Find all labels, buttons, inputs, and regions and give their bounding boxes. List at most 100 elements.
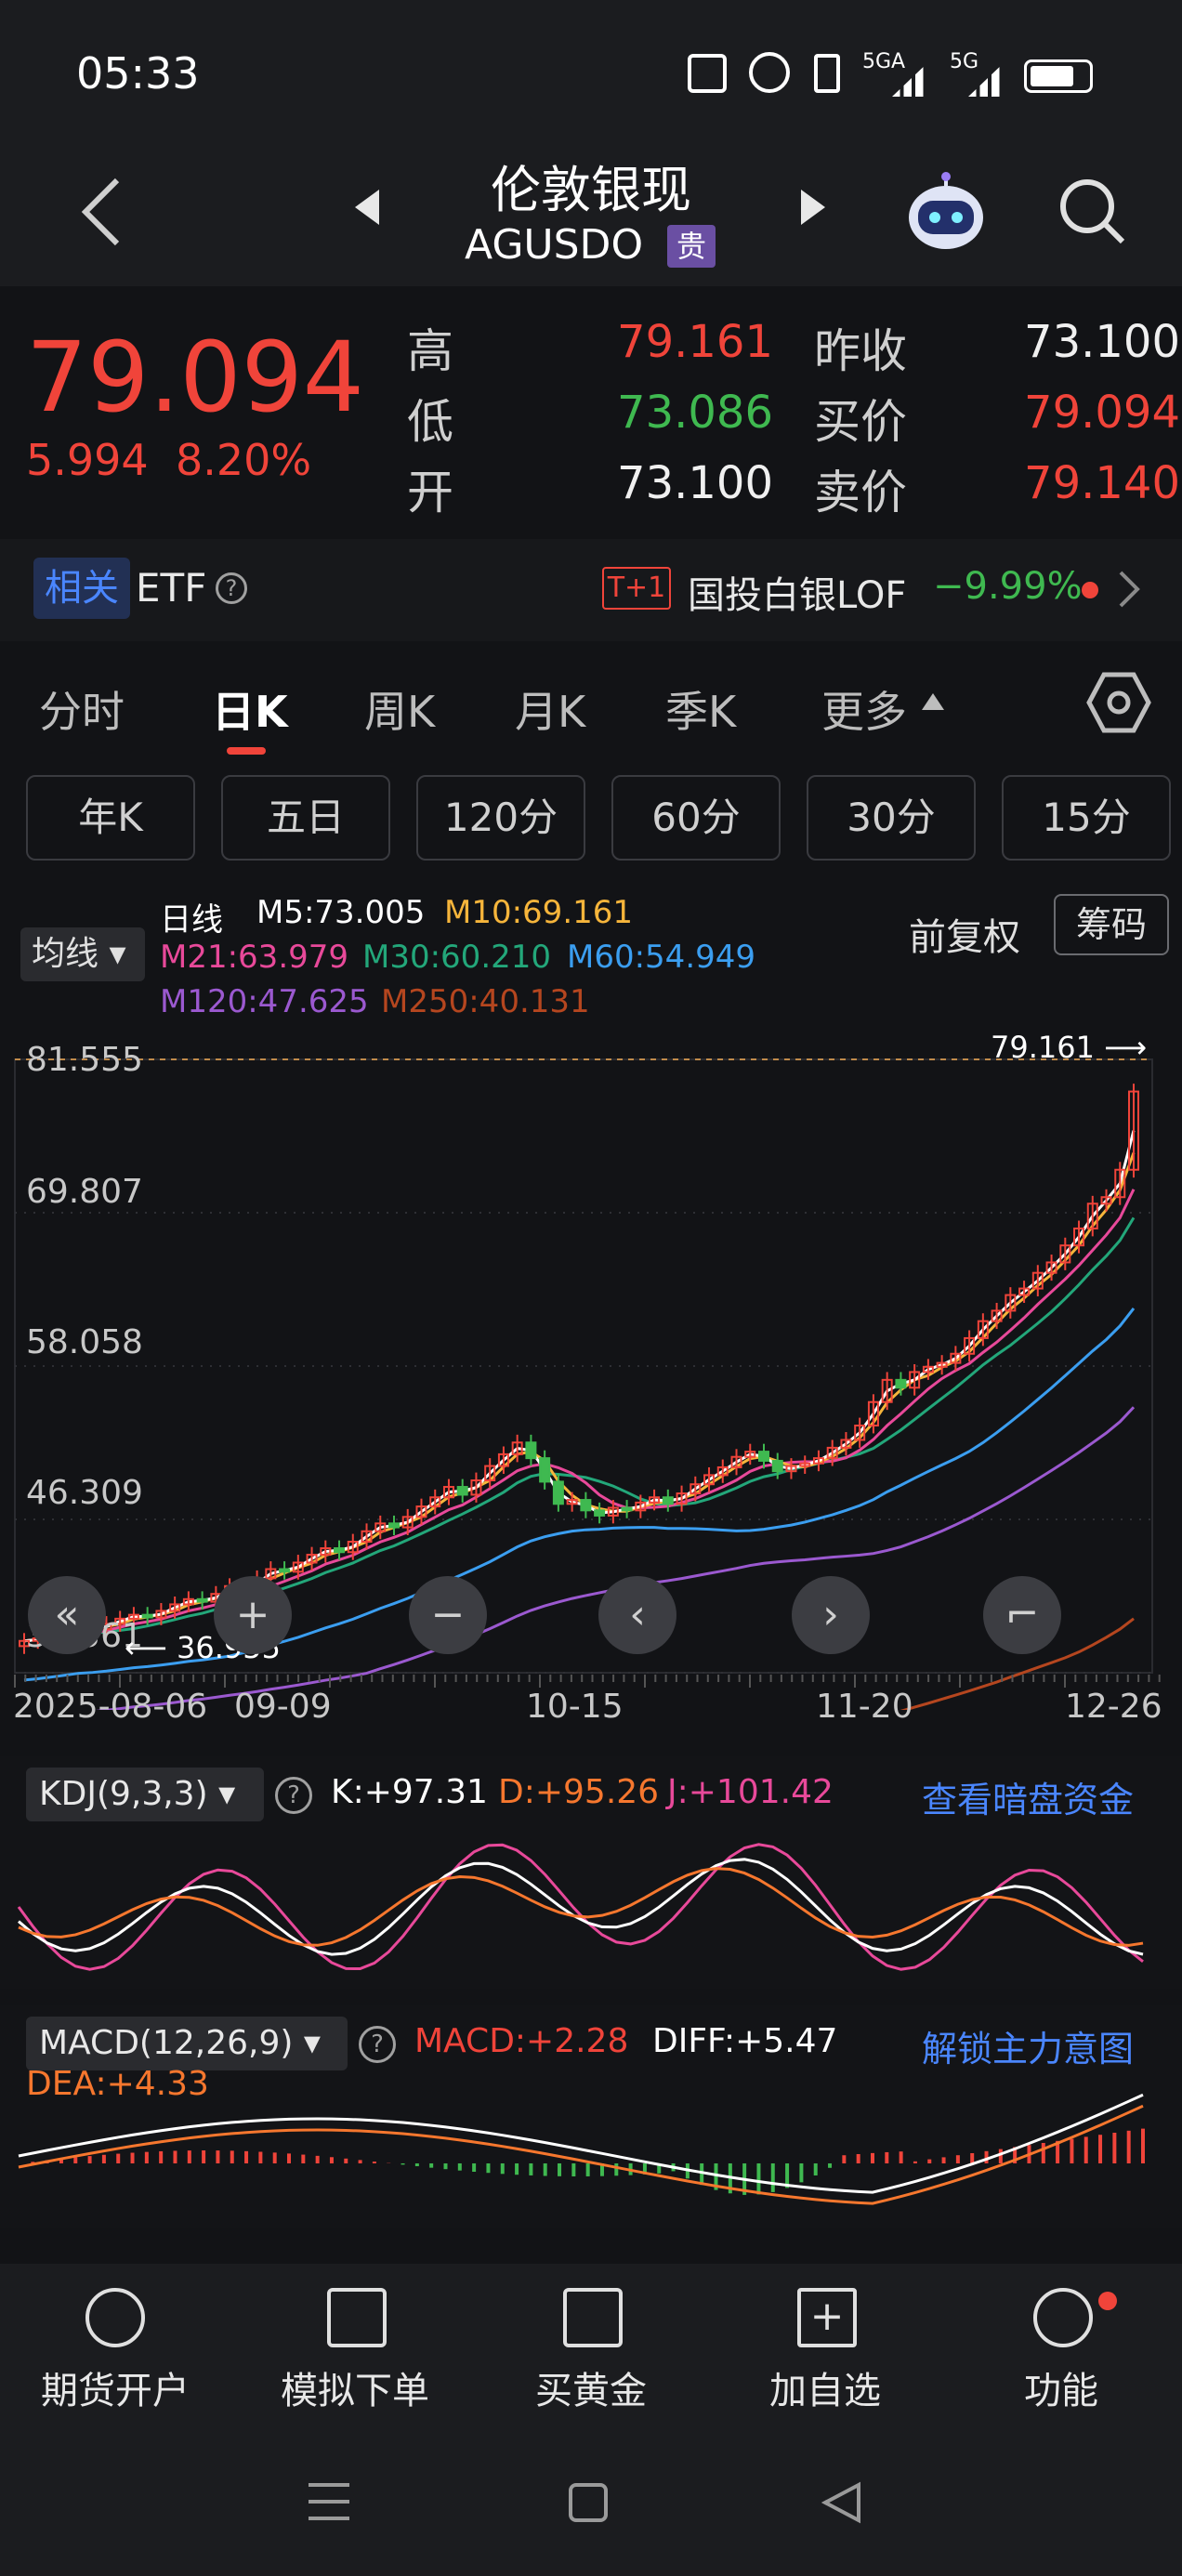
robot-assistant-icon[interactable] bbox=[901, 171, 991, 255]
interval-30m[interactable]: 30分 bbox=[807, 775, 976, 861]
fund-name[interactable]: 国投白银LOF bbox=[688, 574, 907, 617]
zoom-in-button[interactable]: + bbox=[214, 1576, 292, 1654]
candle bbox=[429, 1496, 441, 1508]
system-back-icon[interactable] bbox=[821, 2481, 862, 2524]
price-change: 5.994 8.20% bbox=[26, 435, 311, 485]
tab-monthly-k[interactable]: 月K bbox=[515, 687, 586, 737]
ma30-label: M30:60.210 bbox=[362, 939, 552, 976]
home-icon[interactable] bbox=[569, 2483, 608, 2522]
related-etf-row[interactable] bbox=[0, 539, 1182, 641]
ask-value: 79.140 bbox=[1024, 457, 1180, 509]
candle bbox=[511, 1441, 523, 1455]
adjust-mode[interactable]: 前复权 bbox=[909, 916, 1020, 959]
candle bbox=[1005, 1294, 1017, 1312]
candle bbox=[922, 1365, 934, 1373]
zoom-out-button[interactable]: − bbox=[409, 1576, 487, 1654]
y-tick-label: 81.555 bbox=[26, 1041, 143, 1079]
nav-add-watchlist[interactable]: 加自选 bbox=[769, 2370, 881, 2412]
nav-functions[interactable]: 功能 bbox=[1024, 2370, 1098, 2412]
tab-more[interactable]: 更多 bbox=[821, 687, 907, 737]
rewind-button[interactable]: « bbox=[28, 1576, 106, 1654]
page-title: 伦敦银现 bbox=[491, 161, 691, 219]
interval-60m[interactable]: 60分 bbox=[611, 775, 781, 861]
nav-buy-gold[interactable]: 买黄金 bbox=[535, 2370, 647, 2412]
futures-account-icon bbox=[85, 2288, 145, 2347]
scroll-left-button[interactable]: ‹ bbox=[598, 1576, 676, 1654]
candle bbox=[771, 1459, 783, 1473]
candle bbox=[867, 1400, 879, 1427]
candle bbox=[169, 1603, 181, 1612]
ma30-line bbox=[23, 1216, 1136, 1643]
etf-label: ETF bbox=[136, 565, 207, 611]
chevron-right-icon[interactable] bbox=[1115, 569, 1143, 610]
low-value: 73.086 bbox=[617, 387, 773, 439]
y-tick-label: 46.309 bbox=[26, 1474, 143, 1512]
x-tick-label: 09-09 bbox=[234, 1688, 332, 1726]
candle bbox=[909, 1371, 921, 1389]
ma120-line bbox=[95, 1406, 1136, 1710]
candlestick-chart[interactable] bbox=[0, 1022, 1182, 1710]
kdj-j-value: J:+101.42 bbox=[667, 1773, 834, 1811]
recents-icon[interactable] bbox=[309, 2483, 349, 2520]
ma-selector-label: 均线 bbox=[32, 935, 99, 973]
search-icon[interactable] bbox=[1056, 175, 1130, 249]
kdj-d-line bbox=[18, 1867, 1144, 1947]
interval-120m[interactable]: 120分 bbox=[416, 775, 585, 861]
quote-panel bbox=[0, 286, 1182, 539]
candle bbox=[703, 1474, 716, 1486]
candle bbox=[690, 1483, 702, 1495]
add-watchlist-icon: + bbox=[797, 2288, 857, 2347]
candle bbox=[566, 1499, 578, 1505]
tab-quarterly-k[interactable]: 季K bbox=[665, 687, 737, 737]
candle bbox=[826, 1446, 838, 1460]
candle bbox=[320, 1547, 332, 1557]
candle bbox=[401, 1516, 414, 1529]
interval-year-k[interactable]: 年K bbox=[26, 775, 195, 861]
prev-symbol-icon[interactable] bbox=[351, 186, 383, 229]
candle bbox=[964, 1336, 976, 1355]
next-symbol-icon[interactable] bbox=[797, 186, 829, 229]
interval-15m[interactable]: 15分 bbox=[1002, 775, 1171, 861]
settings-hexagon-icon[interactable] bbox=[1085, 671, 1152, 734]
chips-button[interactable]: 筹码 bbox=[1054, 894, 1169, 955]
prev-close-label: 昨收 bbox=[814, 324, 907, 378]
kdj-help-icon[interactable]: ? bbox=[275, 1777, 312, 1814]
ma21-label: M21:63.979 bbox=[160, 939, 349, 976]
tab-weekly-k[interactable]: 周K bbox=[364, 687, 436, 737]
interval-five-day[interactable]: 五日 bbox=[221, 775, 390, 861]
tab-intraday[interactable]: 分时 bbox=[39, 687, 125, 737]
caret-up-icon bbox=[922, 693, 944, 710]
back-icon[interactable] bbox=[74, 175, 130, 249]
nav-simulated-order[interactable]: 模拟下单 bbox=[281, 2370, 429, 2412]
change-percent: 8.20% bbox=[175, 435, 312, 485]
nav-futures-account[interactable]: 期货开户 bbox=[41, 2370, 190, 2412]
unlock-main-force-link[interactable]: 解锁主力意图 bbox=[922, 2029, 1135, 2070]
candle bbox=[539, 1457, 551, 1483]
kdj-name: KDJ(9,3,3) bbox=[39, 1775, 208, 1813]
help-icon[interactable]: ? bbox=[216, 572, 247, 604]
macd-help-icon[interactable]: ? bbox=[359, 2026, 396, 2063]
ask-label: 卖价 bbox=[814, 466, 907, 519]
open-value: 73.100 bbox=[617, 457, 773, 509]
header bbox=[0, 139, 1182, 286]
fullscreen-button[interactable]: ⌐ bbox=[983, 1576, 1061, 1654]
view-dark-pool-link[interactable]: 查看暗盘资金 bbox=[922, 1780, 1135, 1820]
change-value: 5.994 bbox=[26, 435, 149, 485]
ma120-label: M120:47.625 bbox=[160, 983, 369, 1020]
tab-active-underline bbox=[227, 747, 266, 755]
status-time: 05:33 bbox=[76, 48, 200, 99]
ma10-label: M10:69.161 bbox=[444, 894, 634, 931]
ma-selector[interactable]: 均线 ▾ bbox=[20, 927, 145, 981]
high-label: 高 bbox=[407, 324, 453, 378]
candle bbox=[114, 1617, 126, 1625]
candle bbox=[279, 1568, 291, 1573]
candle bbox=[895, 1378, 907, 1389]
high-value: 79.161 bbox=[617, 316, 773, 368]
kdj-selector[interactable]: KDJ(9,3,3) ▾ bbox=[26, 1768, 264, 1821]
scroll-right-button[interactable]: › bbox=[792, 1576, 870, 1654]
tab-daily-k[interactable]: 日K bbox=[212, 687, 288, 737]
notification-dot bbox=[1098, 2292, 1117, 2310]
macd-selector[interactable]: MACD(12,26,9) ▾ bbox=[26, 2017, 348, 2070]
x-tick-label: 10-15 bbox=[526, 1688, 624, 1726]
candle bbox=[1073, 1227, 1085, 1247]
